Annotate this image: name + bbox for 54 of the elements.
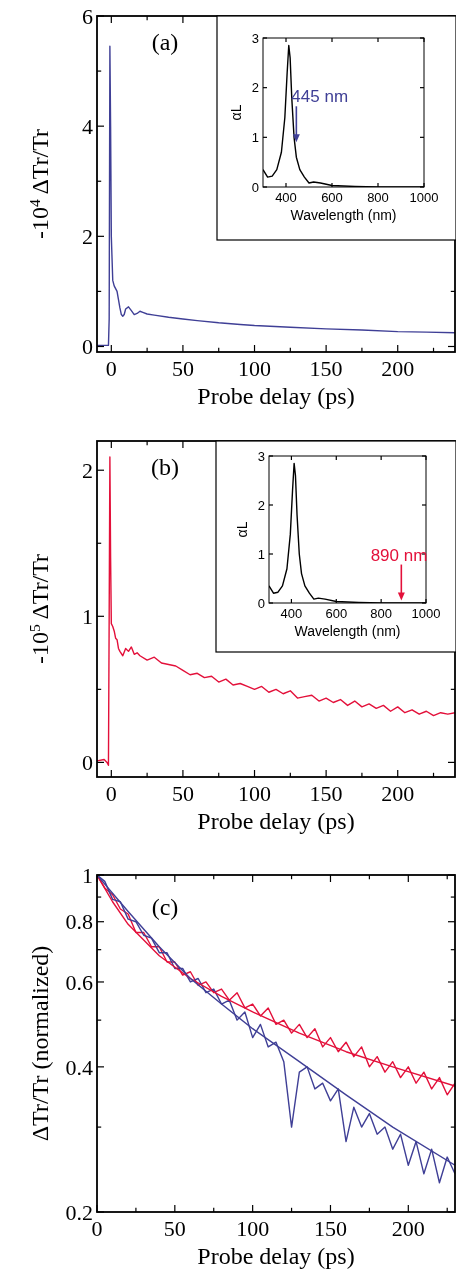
- x-tick-label: 50: [163, 1216, 186, 1241]
- x-tick-label: 1000: [409, 190, 439, 205]
- y-tick-label: 2: [257, 497, 265, 513]
- y-tick-label: 0.6: [65, 969, 93, 995]
- y-axis-title: ΔTr/Tr (normalized): [27, 945, 53, 1142]
- x-tick-label: 150: [309, 781, 343, 806]
- x-tick-label: 200: [391, 1216, 425, 1241]
- x-axis-title: Probe delay (ps): [197, 383, 355, 409]
- x-tick-label: 100: [238, 356, 272, 381]
- annotation: 890 nm: [370, 545, 428, 565]
- x-tick-label: 400: [280, 606, 303, 621]
- x-tick-label: 100: [236, 1216, 270, 1241]
- x-tick-label: 0: [105, 356, 117, 381]
- y-tick-label: 0: [82, 750, 93, 776]
- x-axis-title: Probe delay (ps): [197, 808, 355, 834]
- x-tick-label: 1000: [411, 606, 441, 621]
- y-tick-label: 0.2: [65, 1199, 93, 1225]
- y-tick-label: 1: [257, 546, 265, 562]
- y-tick-label: 0: [251, 179, 259, 195]
- x-axis-title: Probe delay (ps): [197, 1243, 355, 1269]
- y-tick-label: 0: [257, 595, 265, 611]
- y-tick-label: 2: [251, 80, 259, 96]
- x-tick-label: 400: [275, 190, 297, 205]
- y-tick-label: 0.8: [65, 909, 93, 935]
- text: (c): [151, 894, 179, 920]
- y-tick-label: 4: [82, 113, 93, 139]
- y-tick-label: 1: [82, 862, 93, 888]
- y-tick-label: 0: [82, 334, 93, 360]
- x-tick-label: 600: [321, 190, 343, 205]
- y-tick-label: 3: [251, 30, 259, 46]
- y-tick-label: 2: [82, 224, 93, 250]
- x-tick-label: 150: [309, 356, 343, 381]
- y-tick-label: 1: [82, 604, 93, 629]
- y-tick-label: 6: [82, 3, 93, 29]
- text: (b): [151, 454, 179, 480]
- y-axis-title: αL: [228, 104, 244, 121]
- y-tick-label: 2: [82, 457, 93, 483]
- x-tick-label: 800: [367, 190, 389, 205]
- y-axis-title: αL: [234, 521, 250, 538]
- x-tick-label: 800: [370, 606, 392, 621]
- x-tick-label: 100: [238, 781, 272, 806]
- x-tick-label: 200: [381, 781, 415, 806]
- x-tick-label: 200: [381, 356, 415, 381]
- y-tick-label: 0.4: [65, 1054, 93, 1080]
- x-axis-title: Wavelength (nm): [290, 207, 397, 223]
- text: (a): [151, 29, 179, 55]
- y-tick-label: 1: [251, 129, 259, 145]
- x-tick-label: 50: [171, 781, 194, 806]
- y-tick-label: 3: [257, 448, 265, 464]
- x-tick-label: 600: [325, 606, 348, 621]
- x-axis-title: Wavelength (nm): [294, 623, 401, 639]
- x-tick-label: 0: [105, 781, 117, 806]
- x-tick-label: 50: [171, 356, 194, 381]
- x-tick-label: 150: [313, 1216, 347, 1241]
